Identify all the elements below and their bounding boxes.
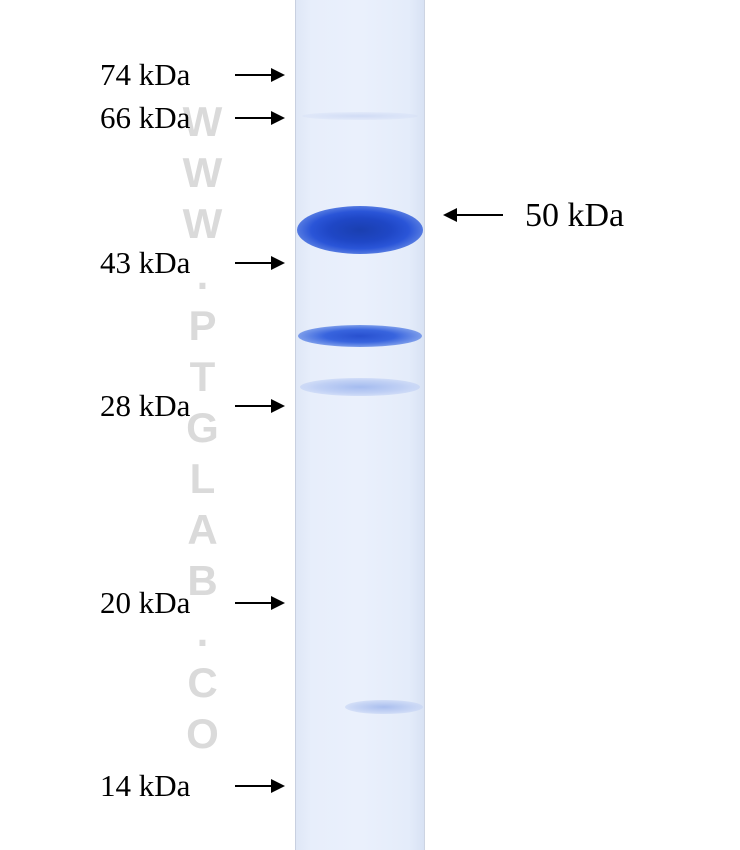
marker-arrow-left-2: [235, 262, 283, 264]
faint-band-66: [302, 112, 418, 120]
gel-lane: [295, 0, 425, 850]
marker-label-right-0: 50 kDa: [525, 197, 624, 235]
marker-arrow-left-0: [235, 74, 283, 76]
watermark-text: WWW.PTGLAB.CO: [178, 98, 226, 761]
marker-arrow-left-4: [235, 602, 283, 604]
marker-arrow-right-0: [445, 214, 503, 216]
marker-arrow-left-1: [235, 117, 283, 119]
faint-band-28: [300, 378, 420, 396]
faint-band-low: [345, 700, 423, 714]
marker-arrow-left-3: [235, 405, 283, 407]
second-band: [298, 325, 422, 347]
marker-arrow-left-5: [235, 785, 283, 787]
marker-label-left-1: 66 kDa: [100, 100, 190, 136]
marker-label-left-4: 20 kDa: [100, 585, 190, 621]
main-band-50kda: [297, 206, 423, 254]
marker-label-left-0: 74 kDa: [100, 57, 190, 93]
marker-label-left-5: 14 kDa: [100, 768, 190, 804]
marker-label-left-2: 43 kDa: [100, 245, 190, 281]
marker-label-left-3: 28 kDa: [100, 388, 190, 424]
